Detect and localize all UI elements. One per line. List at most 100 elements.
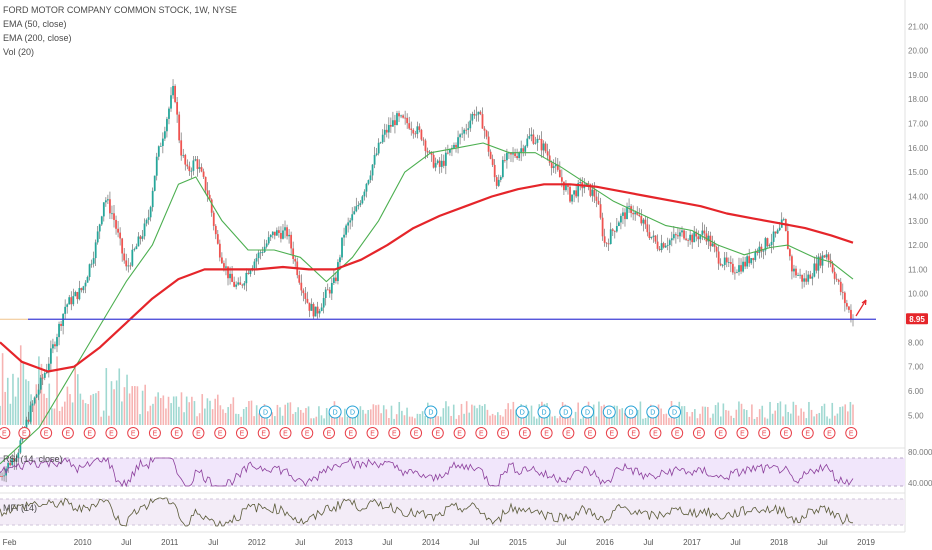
volume-bar xyxy=(738,401,740,425)
candle-body xyxy=(143,223,146,237)
candle-body xyxy=(206,190,209,195)
candle-body xyxy=(668,240,671,245)
volume-bar xyxy=(17,377,19,425)
volume-bar xyxy=(595,416,598,425)
indicator-ema200-label[interactable]: EMA (200, close) xyxy=(3,33,72,43)
candle-body xyxy=(736,271,738,273)
candle-body xyxy=(27,419,30,422)
volume-bar xyxy=(289,402,292,425)
candle-body xyxy=(52,344,54,349)
earnings-marker-glyph: E xyxy=(457,431,462,438)
volume-bar xyxy=(782,416,784,425)
candle-body xyxy=(361,196,364,204)
earnings-marker xyxy=(301,427,314,439)
candle-body xyxy=(615,226,618,232)
volume-bar xyxy=(51,408,53,425)
volume-bar xyxy=(691,411,694,425)
candle-body xyxy=(31,403,34,406)
dividend-marker-glyph: D xyxy=(607,410,612,417)
volume-bar xyxy=(429,417,432,425)
rsi-tick-80: 80.0000 xyxy=(908,448,932,457)
volume-bar xyxy=(242,408,245,425)
volume-bar xyxy=(847,411,849,425)
volume-bar xyxy=(375,405,377,425)
candle-body xyxy=(571,194,573,202)
candle-body xyxy=(113,213,115,220)
volume-bar xyxy=(849,401,852,425)
volume-bar xyxy=(258,413,261,425)
candle-body xyxy=(56,337,58,347)
volume-bar xyxy=(554,415,556,425)
earnings-marker xyxy=(453,427,466,439)
volume-bar xyxy=(71,402,74,425)
candle-body xyxy=(100,216,103,225)
candle-body xyxy=(788,249,791,257)
volume-bar xyxy=(727,410,730,425)
candle-body xyxy=(223,263,225,268)
candle-body xyxy=(664,245,667,248)
candle-body xyxy=(387,124,390,133)
volume-bar xyxy=(401,410,403,425)
candle-body xyxy=(359,203,362,205)
volume-bar xyxy=(89,395,92,425)
volume-bar xyxy=(323,418,325,425)
time-tick-label: Jul xyxy=(556,538,566,547)
volume-bar xyxy=(522,411,525,425)
candle-body xyxy=(135,246,138,250)
candle-body xyxy=(275,230,278,236)
volume-bar xyxy=(268,418,271,425)
volume-bar xyxy=(167,396,170,425)
candle-body xyxy=(408,123,411,129)
earnings-marker-glyph: E xyxy=(348,431,353,438)
candle-body xyxy=(202,171,205,177)
candle-body xyxy=(786,231,789,250)
candle-body xyxy=(280,232,282,239)
candle-body xyxy=(652,235,655,237)
candle-body xyxy=(542,143,545,151)
volume-bar xyxy=(852,404,854,425)
candle-body xyxy=(526,138,529,147)
candle-body xyxy=(86,277,89,283)
volume-bar xyxy=(281,415,284,425)
candle-body xyxy=(231,273,233,282)
earnings-marker xyxy=(540,427,553,439)
volume-bar xyxy=(574,411,577,425)
volume-bar xyxy=(154,396,157,425)
earnings-marker xyxy=(192,427,205,439)
candle-body xyxy=(151,190,154,208)
volume-bar xyxy=(214,398,216,425)
candle-body xyxy=(512,153,514,155)
candle-body xyxy=(37,389,40,395)
volume-bar xyxy=(805,418,808,425)
rsi-pane-label[interactable]: RSI (14, close) xyxy=(3,454,63,464)
price-tick-label: 6.00 xyxy=(908,387,924,396)
volume-bar xyxy=(162,395,165,425)
last-price-value: 8.95 xyxy=(909,315,925,324)
volume-bar xyxy=(115,380,118,425)
earnings-marker xyxy=(366,427,379,439)
volume-bar xyxy=(302,412,305,425)
candle-body xyxy=(379,142,382,144)
candle-body xyxy=(257,252,260,259)
volume-bar xyxy=(548,409,551,425)
mfi-pane-label[interactable]: MFI (14) xyxy=(3,503,37,513)
price-tick-label: 8.00 xyxy=(908,338,924,347)
chart-title: FORD MOTOR COMPANY COMMON STOCK, 1W, NYS… xyxy=(3,5,237,15)
candle-body xyxy=(481,114,484,129)
volume-bar xyxy=(841,406,844,425)
indicator-volume-label[interactable]: Vol (20) xyxy=(3,47,34,57)
volume-bar xyxy=(48,383,51,425)
volume-bar xyxy=(528,411,530,425)
time-tick-label: 2016 xyxy=(596,538,614,547)
candle-body xyxy=(646,224,649,233)
last-price-tag xyxy=(906,313,928,325)
indicator-ema50-label[interactable]: EMA (50, close) xyxy=(3,19,67,29)
candle-body xyxy=(178,114,181,141)
volume-bar xyxy=(774,410,777,425)
dividend-marker xyxy=(624,405,638,419)
earnings-marker-glyph: E xyxy=(479,431,484,438)
candle-body xyxy=(306,298,309,303)
candle-body xyxy=(845,303,848,307)
